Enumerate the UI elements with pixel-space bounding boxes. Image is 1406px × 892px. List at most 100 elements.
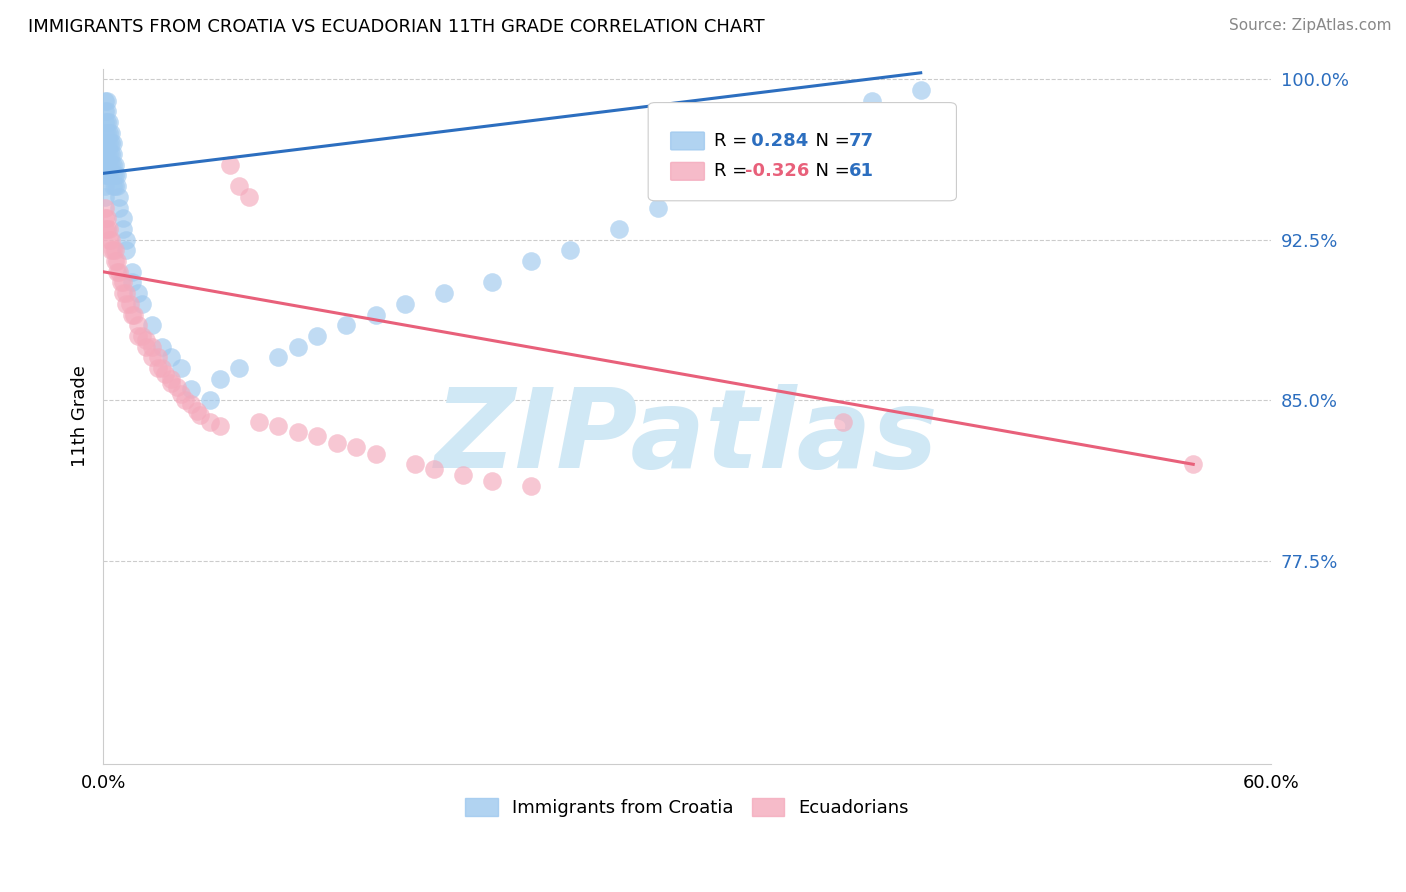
Point xyxy=(127,329,149,343)
Point xyxy=(96,136,118,151)
Text: Source: ZipAtlas.com: Source: ZipAtlas.com xyxy=(1229,18,1392,33)
Point xyxy=(141,340,163,354)
Point xyxy=(433,286,456,301)
Point xyxy=(186,404,208,418)
Point xyxy=(120,297,142,311)
Point xyxy=(98,158,121,172)
Point xyxy=(247,415,270,429)
Point xyxy=(135,333,157,347)
Point xyxy=(160,372,183,386)
Point xyxy=(287,425,309,440)
Point xyxy=(831,104,853,119)
Point xyxy=(94,126,117,140)
Point xyxy=(150,361,173,376)
Text: IMMIGRANTS FROM CROATIA VS ECUADORIAN 11TH GRADE CORRELATION CHART: IMMIGRANTS FROM CROATIA VS ECUADORIAN 11… xyxy=(28,18,765,36)
Point xyxy=(107,190,129,204)
Point xyxy=(734,147,756,161)
Point xyxy=(96,147,118,161)
Point xyxy=(423,461,446,475)
Point xyxy=(115,244,138,258)
Point xyxy=(121,308,143,322)
Point xyxy=(96,211,118,226)
Point xyxy=(100,136,122,151)
Point xyxy=(98,169,121,183)
Point xyxy=(344,440,367,454)
Point xyxy=(166,380,188,394)
Point xyxy=(111,286,134,301)
Point xyxy=(104,179,127,194)
Text: 61: 61 xyxy=(849,162,875,180)
Text: 0.284: 0.284 xyxy=(745,132,808,150)
Point xyxy=(267,418,290,433)
Point xyxy=(160,351,183,365)
Text: R =: R = xyxy=(714,132,754,150)
Point xyxy=(364,308,387,322)
Point xyxy=(127,318,149,333)
Point xyxy=(155,368,177,382)
Point xyxy=(100,158,122,172)
Point xyxy=(101,169,124,183)
Point xyxy=(180,397,202,411)
Point xyxy=(115,286,138,301)
Point xyxy=(704,158,727,172)
Text: 77: 77 xyxy=(849,132,875,150)
Text: -0.326: -0.326 xyxy=(745,162,810,180)
Point xyxy=(98,136,121,151)
Point xyxy=(676,179,699,194)
Point xyxy=(105,169,128,183)
Point xyxy=(94,190,117,204)
Point xyxy=(96,94,118,108)
Point xyxy=(96,158,118,172)
Point xyxy=(607,222,630,236)
Point xyxy=(831,415,853,429)
Point xyxy=(104,244,127,258)
Point xyxy=(94,179,117,194)
Text: N =: N = xyxy=(804,162,856,180)
Point xyxy=(860,94,883,108)
Point xyxy=(141,318,163,333)
Point xyxy=(121,265,143,279)
Point xyxy=(124,308,146,322)
Point xyxy=(98,126,121,140)
Point xyxy=(111,276,134,290)
Point xyxy=(104,169,127,183)
Point xyxy=(100,126,122,140)
Point xyxy=(100,233,122,247)
Point xyxy=(111,211,134,226)
Point xyxy=(94,169,117,183)
Point xyxy=(105,179,128,194)
Point xyxy=(307,429,329,443)
Point xyxy=(146,361,169,376)
Point xyxy=(560,244,582,258)
Point xyxy=(96,115,118,129)
Point xyxy=(190,408,212,422)
Point xyxy=(98,233,121,247)
Point xyxy=(96,169,118,183)
Point xyxy=(104,158,127,172)
Point xyxy=(135,340,157,354)
Point xyxy=(105,265,128,279)
Point xyxy=(404,458,426,472)
Point xyxy=(94,104,117,119)
Y-axis label: 11th Grade: 11th Grade xyxy=(72,365,89,467)
Point xyxy=(94,94,117,108)
Point xyxy=(773,126,796,140)
Point xyxy=(208,372,231,386)
Point xyxy=(101,179,124,194)
Point xyxy=(307,329,329,343)
Point xyxy=(267,351,290,365)
Point xyxy=(198,415,221,429)
Point xyxy=(107,201,129,215)
Point xyxy=(520,479,543,493)
Point xyxy=(1182,458,1205,472)
Point xyxy=(364,447,387,461)
Text: N =: N = xyxy=(804,132,856,150)
Point xyxy=(127,286,149,301)
Point xyxy=(115,297,138,311)
Point xyxy=(100,147,122,161)
Text: R =: R = xyxy=(714,162,754,180)
Point xyxy=(754,136,776,151)
Point xyxy=(170,386,193,401)
Point xyxy=(94,201,117,215)
Legend: Immigrants from Croatia, Ecuadorians: Immigrants from Croatia, Ecuadorians xyxy=(458,790,917,824)
